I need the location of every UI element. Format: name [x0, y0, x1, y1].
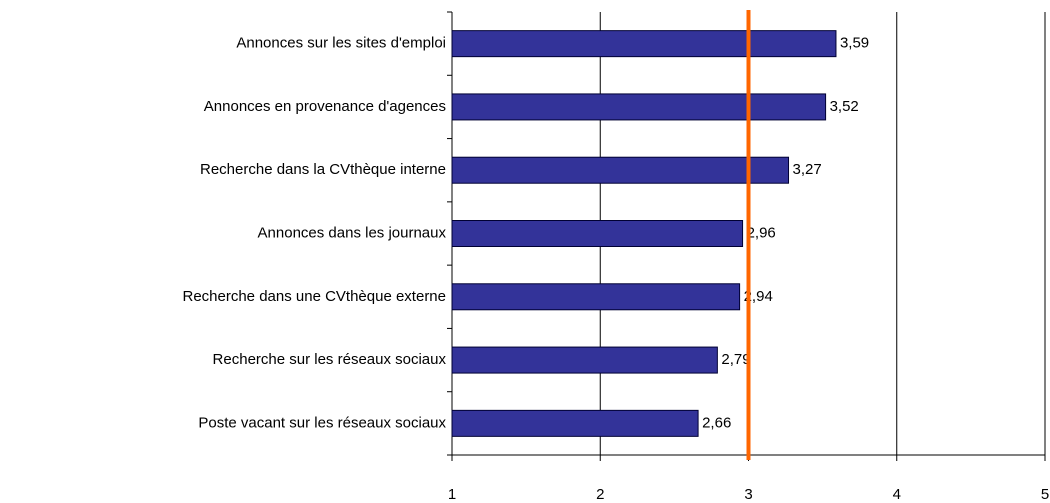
data-label: 2,66 [702, 414, 731, 431]
y-tick-label: Annonces en provenance d'agences [204, 98, 446, 115]
data-label: 2,96 [747, 224, 776, 241]
y-tick-label: Annonces sur les sites d'emploi [236, 35, 446, 52]
x-tick-label: 4 [893, 486, 901, 503]
bar [451, 30, 837, 58]
bar [451, 409, 699, 437]
y-tick-label: Recherche sur les réseaux sociaux [213, 351, 447, 368]
bar [451, 220, 744, 247]
x-tick-label: 3 [744, 486, 752, 503]
y-tick-label: Annonces dans les journaux [258, 224, 447, 241]
data-label: 3,27 [793, 161, 822, 178]
x-tick-label: 5 [1041, 486, 1049, 503]
bar [451, 283, 741, 311]
y-tick-label: Poste vacant sur les réseaux sociaux [198, 414, 446, 431]
y-tick-label: Recherche dans une CVthèque externe [182, 288, 446, 305]
data-label: 2,94 [744, 288, 773, 305]
x-tick-label: 2 [596, 486, 604, 503]
data-label: 3,52 [830, 98, 859, 115]
bar [451, 156, 790, 184]
data-label: 3,59 [840, 35, 869, 52]
data-label: 2,79 [721, 351, 750, 368]
bar [451, 93, 827, 121]
y-tick-label: Recherche dans la CVthèque interne [200, 161, 446, 178]
x-tick-label: 1 [448, 486, 456, 503]
bar [451, 346, 718, 374]
